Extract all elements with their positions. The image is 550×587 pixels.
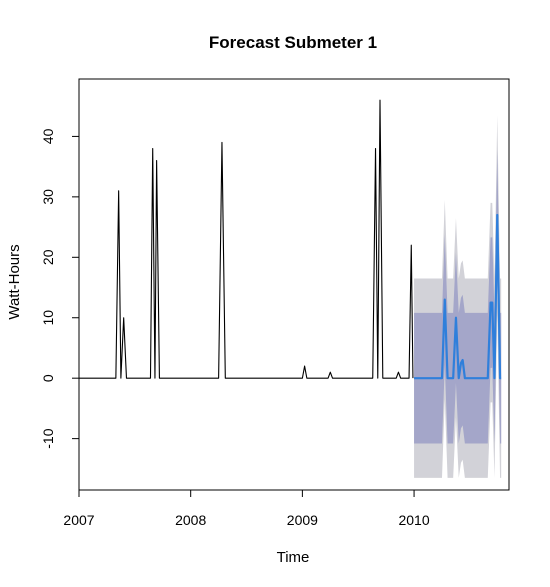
- x-axis: 2007 2008 2009 2010: [63, 489, 430, 528]
- prediction-intervals: [414, 115, 502, 478]
- x-tick-label: 2007: [63, 512, 94, 528]
- x-tick-label: 2008: [175, 512, 206, 528]
- history-line: [79, 99, 414, 379]
- x-tick-label: 2009: [287, 512, 318, 528]
- x-axis-label: Time: [277, 549, 310, 566]
- series-lines: [79, 99, 502, 380]
- y-axis-label: Watt-Hours: [6, 244, 23, 319]
- y-tick-label: 0: [40, 374, 56, 382]
- chart-title: Forecast Submeter 1: [209, 33, 377, 52]
- x-tick-label: 2010: [398, 512, 429, 528]
- y-tick-label: 40: [40, 128, 56, 144]
- plot-frame: [78, 78, 510, 491]
- y-tick-label: 20: [40, 249, 56, 265]
- y-axis: -10 0 10 20 30 40: [40, 128, 80, 449]
- y-tick-label: -10: [40, 428, 56, 448]
- forecast-line: [414, 213, 502, 380]
- interval-band-80: [414, 149, 502, 444]
- y-tick-label: 30: [40, 189, 56, 205]
- y-tick-label: 10: [40, 310, 56, 326]
